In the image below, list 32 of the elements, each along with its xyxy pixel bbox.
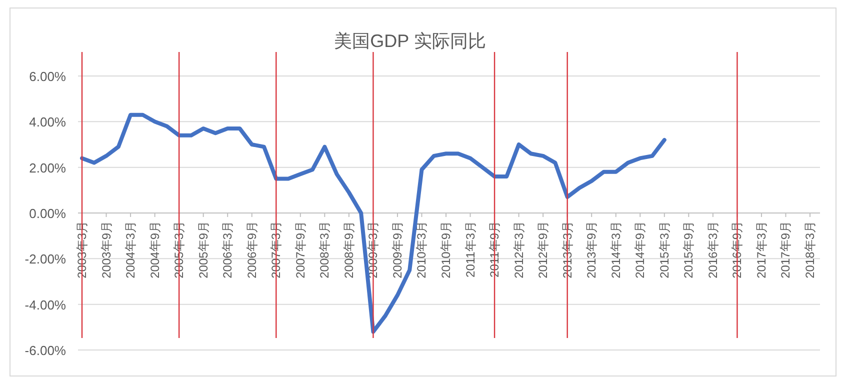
y-tick-label: 6.00% (29, 69, 66, 84)
y-tick-label: -4.00% (24, 297, 66, 312)
x-tick-label: 2009年9月 (390, 221, 404, 278)
x-tick-label: 2014年9月 (633, 221, 648, 278)
y-tick-label: 4.00% (29, 114, 66, 130)
x-tick-label: 2012年3月 (512, 221, 526, 278)
x-tick-label: 2011年3月 (463, 221, 478, 278)
x-tick-label: 2010年3月 (414, 221, 429, 278)
chart-title: 美国GDP 实际同比 (334, 31, 486, 51)
x-tick-label: 2015年9月 (682, 221, 696, 278)
x-tick-label: 2007年9月 (293, 221, 308, 278)
x-tick-label: 2008年9月 (342, 221, 356, 278)
x-tick-label: 2016年3月 (706, 221, 720, 278)
x-tick-label: 2012年9月 (536, 221, 550, 278)
y-tick-label: -6.00% (24, 343, 66, 358)
x-tick-label: 2013年9月 (584, 221, 599, 278)
x-tick-label: 2008年3月 (318, 221, 332, 278)
x-tick-label: 2006年3月 (220, 221, 235, 278)
x-tick-label: 2010年9月 (439, 221, 453, 278)
x-tick-label: 2015年3月 (657, 221, 672, 278)
x-tick-label: 2017年9月 (778, 221, 793, 278)
x-tick-label: 2018年3月 (803, 221, 817, 278)
x-tick-label: 2006年9月 (244, 221, 259, 278)
y-tick-label: -2.00% (24, 252, 66, 267)
y-tick-label: 2.00% (29, 160, 66, 176)
x-tick-label: 2003年9月 (99, 221, 114, 278)
x-tick-label: 2004年3月 (124, 221, 138, 278)
x-tick-label: 2014年3月 (608, 221, 623, 278)
x-tick-label: 2004年9月 (148, 221, 162, 278)
x-tick-label: 2005年9月 (196, 221, 210, 278)
y-tick-label: 0.00% (29, 206, 66, 221)
x-tick-label: 2017年3月 (754, 221, 768, 278)
